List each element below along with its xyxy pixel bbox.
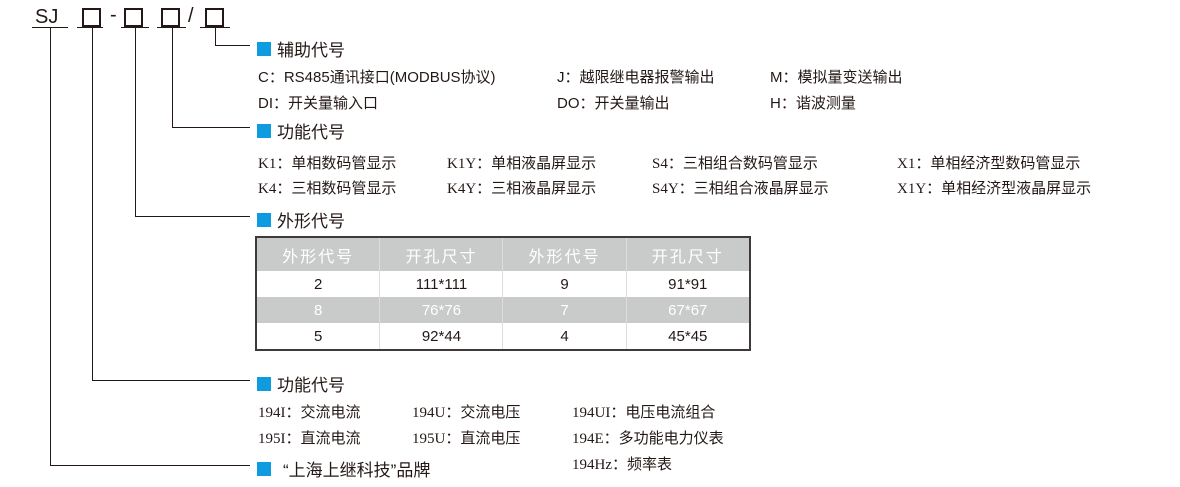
function-item: 194E：多功能电力仪表 bbox=[572, 431, 724, 447]
brand-title: “上海上继科技”品牌 bbox=[283, 461, 431, 480]
cell: 2 bbox=[255, 271, 380, 297]
cell: 76*76 bbox=[379, 297, 503, 323]
display-item: S4：三相组合数码管显示 bbox=[652, 156, 818, 172]
blue-square-icon bbox=[257, 123, 271, 138]
connector bbox=[92, 380, 250, 381]
code-box-4 bbox=[205, 8, 224, 27]
display-item: X1：单相经济型数码管显示 bbox=[897, 156, 1081, 172]
display-item: K1Y：单相液晶屏显示 bbox=[447, 156, 597, 172]
function-item: 194U：交流电压 bbox=[412, 405, 521, 421]
function-item: 194UI：电压电流组合 bbox=[572, 405, 716, 421]
connector bbox=[172, 27, 173, 128]
aux-item: C：RS485通讯接口(MODBUS协议) bbox=[258, 69, 496, 86]
cell: 5 bbox=[255, 323, 380, 350]
table-row: 2 111*111 9 91*91 bbox=[255, 271, 750, 297]
function-item: 195U：直流电压 bbox=[412, 431, 521, 447]
cell: 92*44 bbox=[379, 323, 503, 350]
function-item: 195I：直流电流 bbox=[258, 431, 361, 447]
function-section-title: 功能代号 bbox=[257, 371, 345, 396]
blue-square-icon bbox=[257, 212, 271, 227]
model-prefix: SJ bbox=[35, 6, 59, 28]
table-row: 8 76*76 7 67*67 bbox=[255, 297, 750, 323]
connector bbox=[215, 45, 250, 46]
display-item: K4：三相数码管显示 bbox=[258, 181, 397, 197]
display-title: 功能代号 bbox=[277, 123, 345, 142]
connector bbox=[172, 127, 250, 128]
cell: 67*67 bbox=[625, 297, 750, 323]
table-row: 5 92*44 4 45*45 bbox=[255, 323, 750, 350]
display-item: S4Y：三相组合液晶屏显示 bbox=[652, 181, 829, 197]
cell: 45*45 bbox=[625, 323, 750, 350]
aux-item: M：模拟量变送输出 bbox=[770, 69, 903, 86]
aux-item: H：谐波测量 bbox=[770, 95, 856, 112]
display-item: X1Y：单相经济型液晶屏显示 bbox=[897, 181, 1092, 197]
connector bbox=[92, 27, 93, 381]
function-item: 194I：交流电流 bbox=[258, 405, 361, 421]
slash: / bbox=[188, 5, 194, 27]
code-box-2 bbox=[124, 8, 143, 27]
underline bbox=[157, 27, 186, 28]
display-item: K1：单相数码管显示 bbox=[258, 156, 397, 172]
cell: 111*111 bbox=[379, 271, 503, 297]
function-title: 功能代号 bbox=[277, 376, 345, 395]
blue-square-icon bbox=[257, 376, 271, 391]
dash: - bbox=[110, 4, 117, 26]
brand-section-title: “上海上继科技”品牌 bbox=[257, 456, 430, 481]
aux-item: J：越限继电器报警输出 bbox=[557, 69, 715, 86]
underline bbox=[77, 27, 103, 28]
blue-square-icon bbox=[257, 41, 271, 56]
shape-section-title: 外形代号 bbox=[257, 207, 345, 232]
display-section-title: 功能代号 bbox=[257, 118, 345, 143]
blue-square-icon bbox=[257, 461, 271, 476]
cell: 4 bbox=[502, 323, 627, 350]
header-cell: 外形代号 bbox=[502, 237, 627, 271]
code-box-1 bbox=[82, 8, 101, 27]
connector bbox=[50, 27, 51, 466]
function-item: 194Hz：频率表 bbox=[572, 457, 672, 473]
aux-item: DI：开关量输入口 bbox=[258, 95, 379, 112]
cell: 7 bbox=[502, 297, 627, 323]
table-header: 外形代号 开孔尺寸 外形代号 开孔尺寸 bbox=[255, 237, 750, 271]
display-item: K4Y：三相液晶屏显示 bbox=[447, 181, 597, 197]
cell: 8 bbox=[255, 297, 380, 323]
cell: 9 bbox=[502, 271, 627, 297]
aux-item: DO：开关量输出 bbox=[557, 95, 670, 112]
cell: 91*91 bbox=[625, 271, 750, 297]
aux-title: 辅助代号 bbox=[277, 41, 345, 60]
connector bbox=[135, 27, 136, 217]
connector bbox=[50, 465, 250, 466]
code-box-3 bbox=[161, 8, 180, 27]
shape-table: 外形代号 开孔尺寸 外形代号 开孔尺寸 2 111*111 9 91*91 8 76*7… bbox=[255, 236, 751, 351]
header-cell: 外形代号 bbox=[255, 237, 380, 271]
connector bbox=[135, 216, 250, 217]
shape-title: 外形代号 bbox=[277, 212, 345, 231]
aux-section-title: 辅助代号 bbox=[257, 36, 345, 61]
connector bbox=[215, 27, 216, 45]
header-cell: 开孔尺寸 bbox=[625, 237, 750, 271]
header-cell: 开孔尺寸 bbox=[379, 237, 503, 271]
